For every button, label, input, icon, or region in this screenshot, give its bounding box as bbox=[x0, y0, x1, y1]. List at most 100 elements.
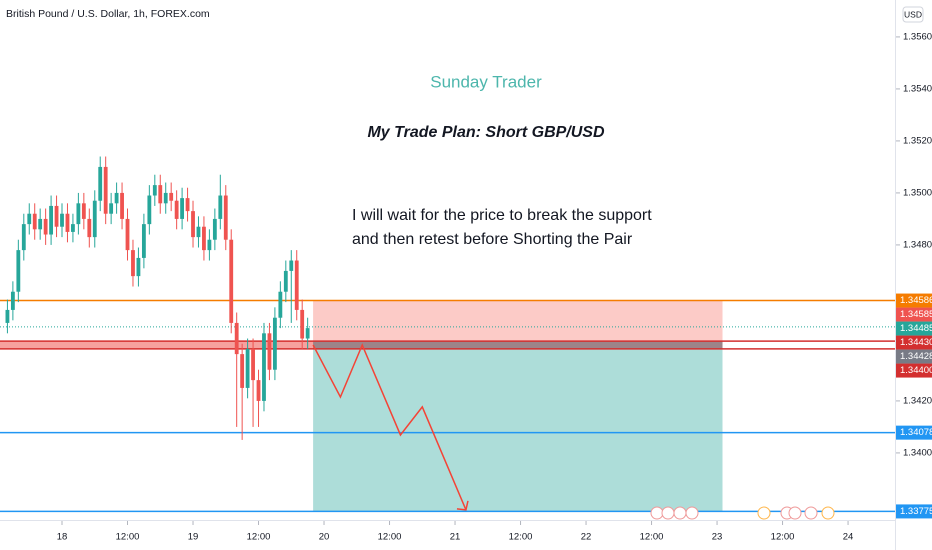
x-tick-label: 12:00 bbox=[640, 532, 664, 543]
plan-path bbox=[312, 343, 467, 511]
candle-body bbox=[229, 239, 234, 323]
candle-body bbox=[169, 192, 174, 201]
x-tick-label: 24 bbox=[843, 532, 854, 543]
price-label: 1.34078 bbox=[900, 427, 932, 438]
x-tick-label: 20 bbox=[319, 532, 330, 543]
candle-body bbox=[147, 195, 152, 225]
candle-body bbox=[131, 250, 135, 277]
candle-body bbox=[262, 333, 266, 401]
entry-band bbox=[313, 341, 723, 349]
candle-body bbox=[305, 328, 310, 339]
candle-body bbox=[152, 185, 157, 196]
currency-label[interactable]: USD bbox=[904, 9, 922, 19]
price-label-box bbox=[896, 307, 932, 322]
candle-body bbox=[272, 317, 277, 370]
candle-body bbox=[21, 224, 26, 251]
note-line: and then retest before Shorting the Pair bbox=[352, 231, 633, 248]
x-tick-label: 12:00 bbox=[771, 532, 795, 543]
x-tick-label: 12:00 bbox=[116, 532, 140, 543]
candle-body bbox=[191, 211, 195, 238]
candle-body bbox=[54, 205, 59, 227]
author-text: Sunday Trader bbox=[430, 72, 542, 91]
event-icons bbox=[650, 506, 835, 520]
price-label: 1.34585 bbox=[900, 309, 932, 320]
price-label: 1.34400 bbox=[900, 365, 932, 376]
candle-body bbox=[163, 192, 168, 204]
price-label-box bbox=[896, 335, 932, 350]
chart-title: British Pound / U.S. Dollar, 1h, FOREX.c… bbox=[6, 8, 210, 20]
candle-body bbox=[38, 218, 43, 230]
candle-body bbox=[245, 348, 250, 388]
candle-body bbox=[289, 260, 294, 271]
candle-body bbox=[158, 185, 163, 204]
plot-area bbox=[0, 156, 895, 513]
plan-title: My Trade Plan: Short GBP/USD bbox=[367, 124, 605, 141]
candle-body bbox=[92, 200, 97, 238]
candle-body bbox=[207, 239, 212, 251]
price-label-box bbox=[896, 504, 932, 519]
price-label-box bbox=[896, 293, 932, 308]
candle-body bbox=[294, 260, 299, 310]
y-tick-label: 1.35000 bbox=[903, 187, 932, 198]
price-label-box bbox=[896, 363, 932, 378]
candle-body bbox=[185, 198, 190, 212]
y-tick-label: 1.35600 bbox=[903, 31, 932, 42]
x-tick-label: 22 bbox=[581, 532, 592, 543]
candle-body bbox=[278, 291, 283, 318]
y-tick-label: 1.34200 bbox=[903, 395, 932, 406]
candle-body bbox=[109, 203, 114, 214]
x-tick-label: 19 bbox=[188, 532, 199, 543]
candle-body bbox=[223, 195, 228, 240]
candle-body bbox=[71, 224, 75, 232]
price-label: 1.34428 bbox=[900, 351, 932, 362]
candle-body bbox=[60, 213, 64, 227]
candle-body bbox=[114, 192, 119, 204]
y-tick-label: 1.35200 bbox=[903, 135, 932, 146]
target-zone bbox=[313, 341, 723, 512]
x-tick-label: 18 bbox=[57, 532, 68, 543]
candle-body bbox=[256, 380, 261, 401]
price-label: 1.33775 bbox=[900, 506, 932, 517]
currency-button[interactable] bbox=[902, 6, 924, 23]
candle-body bbox=[76, 203, 81, 225]
candle-body bbox=[212, 218, 217, 240]
candle-body bbox=[98, 166, 103, 201]
candle-body bbox=[218, 195, 223, 219]
candle-body bbox=[136, 257, 141, 277]
candle-body bbox=[141, 224, 146, 258]
candle-body bbox=[16, 250, 21, 292]
candle-body bbox=[234, 322, 239, 355]
price-label: 1.34485 bbox=[900, 323, 932, 334]
price-label-box bbox=[896, 349, 932, 364]
candle-body bbox=[125, 218, 130, 251]
candle-body bbox=[180, 198, 185, 219]
candle-body bbox=[32, 213, 37, 230]
candle-body bbox=[267, 333, 272, 370]
price-label: 1.34430 bbox=[900, 337, 932, 348]
candle-body bbox=[300, 309, 305, 339]
y-tick-label: 1.35400 bbox=[903, 83, 932, 94]
y-tick-label: 1.34800 bbox=[903, 239, 932, 250]
plan-arrow-head bbox=[456, 500, 469, 511]
candle-body bbox=[103, 166, 108, 214]
candle-body bbox=[240, 354, 245, 388]
candle-body bbox=[65, 213, 70, 232]
x-tick-label: 21 bbox=[450, 532, 461, 543]
candle-body bbox=[49, 205, 54, 235]
candle-body bbox=[251, 348, 255, 381]
note-line: I will wait for the price to break the s… bbox=[352, 207, 652, 224]
stop-zone bbox=[313, 300, 723, 342]
candle-body bbox=[196, 226, 201, 238]
x-tick-label: 23 bbox=[712, 532, 723, 543]
x-tick-label: 12:00 bbox=[247, 532, 271, 543]
candle-body bbox=[174, 200, 179, 219]
y-tick-label: 1.34000 bbox=[903, 447, 932, 458]
candle-body bbox=[43, 218, 48, 235]
price-label: 1.34586 bbox=[900, 295, 932, 306]
candle-body bbox=[81, 203, 86, 219]
candle-body bbox=[202, 226, 206, 251]
candle-body bbox=[5, 309, 10, 323]
price-label-box bbox=[896, 321, 932, 336]
